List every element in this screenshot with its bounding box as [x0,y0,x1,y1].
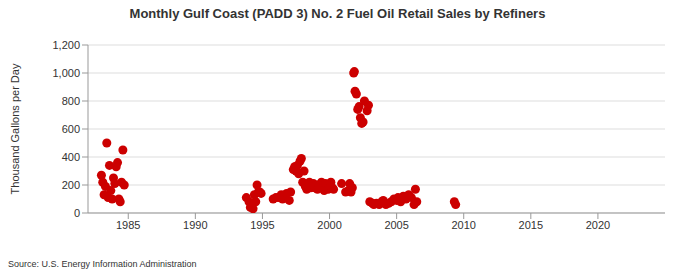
svg-text:1985: 1985 [116,219,140,231]
svg-text:600: 600 [62,123,80,135]
svg-text:1995: 1995 [250,219,274,231]
svg-text:2020: 2020 [586,219,610,231]
svg-text:1,200: 1,200 [52,39,80,51]
svg-text:2010: 2010 [451,219,475,231]
svg-text:800: 800 [62,95,80,107]
svg-text:0: 0 [74,207,80,219]
html-text:Monthly Gulf Coast (PADD 3) No: Monthly Gulf Coast (PADD 3) No. 2 Fuel O… [129,6,546,21]
svg-text:1,000: 1,000 [52,67,80,79]
svg-text:2015: 2015 [519,219,543,231]
svg-text:2005: 2005 [384,219,408,231]
svg-text:1990: 1990 [183,219,207,231]
html-text:Source: U.S. Energy Informatio: Source: U.S. Energy Information Administ… [8,259,197,269]
svg-text:Thousand Gallons per Day: Thousand Gallons per Day [9,63,21,194]
svg-text:200: 200 [62,179,80,191]
svg-text:2000: 2000 [317,219,341,231]
svg-text:400: 400 [62,151,80,163]
